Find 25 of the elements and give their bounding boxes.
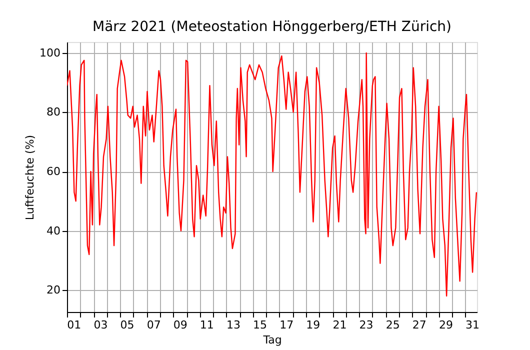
x-tick-label: 01 [67, 318, 82, 332]
x-tick-label: 13 [226, 318, 240, 332]
x-tick-label: 19 [306, 318, 320, 332]
x-tick-label: 07 [146, 318, 161, 332]
x-tick-label: 21 [332, 318, 347, 332]
y-tick-label: 40 [46, 224, 60, 238]
chart-title: März 2021 (Meteostation Hönggerberg/ETH Zürich) [92, 19, 452, 35]
x-tick-label: 25 [386, 318, 400, 332]
x-tick-label: 11 [200, 318, 214, 332]
y-axis-title: Luftfeuchte (%) [24, 134, 37, 220]
line-series [67, 52, 477, 297]
x-tick-label: 03 [94, 318, 108, 332]
y-tick-label: 60 [46, 165, 60, 178]
x-axis-title: Tag [262, 334, 282, 346]
x-tick-label: 15 [253, 318, 268, 332]
x-tick-label: 31 [466, 318, 480, 332]
x-tick-label: 05 [120, 318, 134, 332]
x-tick-label: 23 [359, 318, 374, 332]
y-tick-label: 100 [40, 46, 60, 60]
x-tick-label: 17 [280, 318, 294, 332]
y-tick-label: 80 [46, 106, 60, 119]
y-tick-label: 20 [46, 284, 60, 297]
x-tick-label: 29 [438, 318, 453, 332]
x-tick-label: 09 [173, 318, 188, 332]
x-tick-label: 27 [412, 318, 426, 332]
